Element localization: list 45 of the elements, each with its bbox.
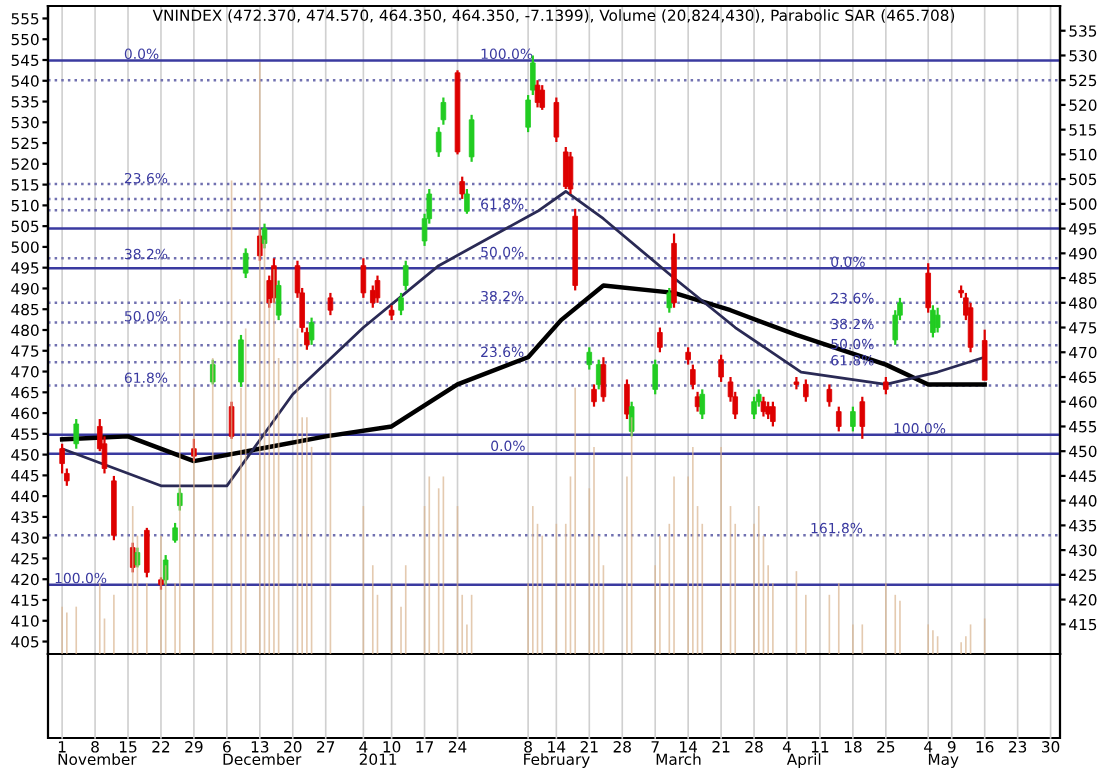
candlestick <box>850 405 856 433</box>
candlestick <box>374 274 381 304</box>
candlestick <box>981 328 988 382</box>
candlestick <box>967 301 974 354</box>
candlestick <box>760 395 767 418</box>
candlestick <box>553 96 560 144</box>
candlestick <box>751 395 757 421</box>
candlestick <box>586 346 593 371</box>
candlestick <box>624 378 630 421</box>
candlestick <box>360 257 367 299</box>
candlestick <box>525 93 531 134</box>
candlestick <box>440 96 447 126</box>
candlestick <box>699 388 706 421</box>
candlestick <box>836 405 842 433</box>
candlestick <box>530 54 536 97</box>
candlestick <box>803 378 809 403</box>
candlestick <box>398 291 404 317</box>
candlestick <box>144 526 150 579</box>
candlestick <box>934 306 941 334</box>
candlestick <box>859 395 866 440</box>
candlestick <box>327 291 334 317</box>
candlestick <box>718 353 724 384</box>
candlestick <box>690 363 696 391</box>
candlestick <box>468 113 475 163</box>
candlestick <box>238 333 244 388</box>
candlestick <box>402 259 409 292</box>
candlestick <box>435 126 442 158</box>
candlestick <box>770 400 776 428</box>
candlestick <box>172 521 178 544</box>
candlestick <box>261 222 268 250</box>
line-series <box>59 283 987 464</box>
candlestick <box>657 326 663 354</box>
candlestick <box>275 279 282 322</box>
candlestick <box>666 286 673 314</box>
candlestick <box>464 187 470 215</box>
candlestick <box>242 247 249 280</box>
candlestick <box>459 175 465 201</box>
candlestick <box>826 383 833 408</box>
candlestick <box>930 304 936 339</box>
candlestick <box>652 358 658 396</box>
candlestick <box>925 262 931 314</box>
candlestick <box>539 84 546 111</box>
candlestick <box>73 417 80 450</box>
candlestick <box>308 316 315 346</box>
candlestick <box>567 150 574 196</box>
